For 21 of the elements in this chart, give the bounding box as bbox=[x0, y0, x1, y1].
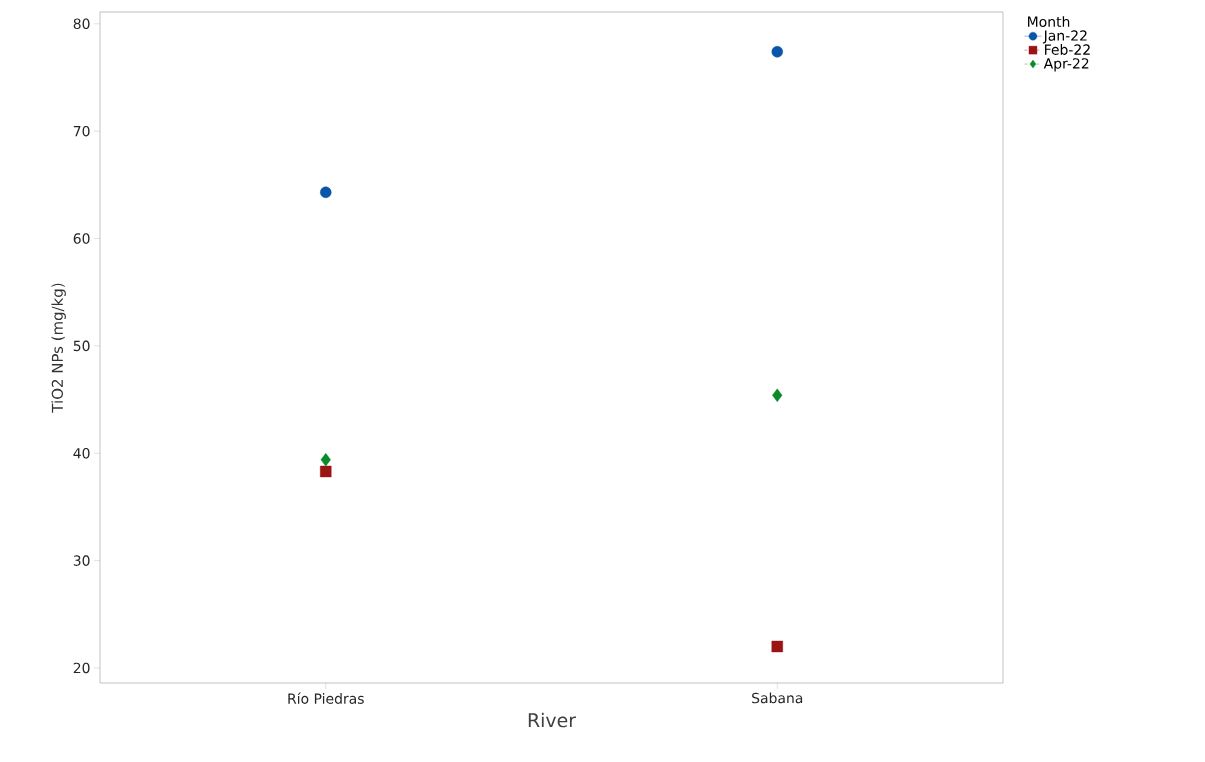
legend-label: Jan-22 bbox=[1042, 30, 1087, 44]
point bbox=[320, 452, 331, 467]
y-tick-label: 60 bbox=[73, 233, 90, 244]
y-axis-title: TiO2 NPs (mg/kg) bbox=[51, 283, 66, 413]
point bbox=[772, 388, 783, 402]
x-tick-label: Río Piedras bbox=[288, 692, 364, 704]
y-tick-label: 70 bbox=[73, 125, 90, 137]
y-tick-label: 30 bbox=[73, 555, 90, 566]
point bbox=[771, 640, 783, 653]
x-tick-label: Sabana bbox=[752, 692, 803, 704]
x-axis-title: River bbox=[528, 712, 577, 728]
point bbox=[320, 465, 332, 478]
y-tick-label: 80 bbox=[73, 18, 90, 30]
y-tick-label: 40 bbox=[73, 447, 90, 459]
legend-label: Apr-22 bbox=[1043, 58, 1089, 72]
y-tick-label: 50 bbox=[73, 340, 90, 352]
y-tick-label: 20 bbox=[73, 662, 90, 674]
point bbox=[771, 46, 783, 58]
legend-label: Feb-22 bbox=[1045, 44, 1090, 55]
legend-title: Month bbox=[1028, 16, 1070, 27]
point bbox=[320, 186, 332, 199]
